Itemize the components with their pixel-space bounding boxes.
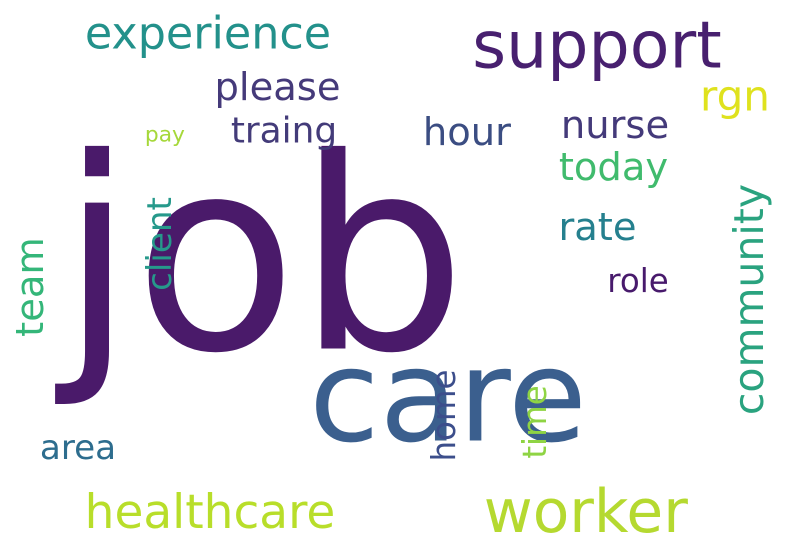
word-hour: hour	[423, 110, 511, 155]
word-experience: experience	[85, 9, 331, 60]
word-nurse: nurse	[561, 103, 669, 148]
word-time: time	[516, 385, 554, 458]
word-home: home	[425, 369, 463, 461]
word-team: team	[8, 237, 53, 337]
word-area: area	[40, 428, 116, 468]
word-client: client	[140, 197, 180, 291]
word-rgn: rgn	[700, 72, 770, 121]
word-please: please	[214, 65, 340, 110]
word-today: today	[559, 145, 668, 190]
word-worker: worker	[484, 477, 688, 547]
word-pay: pay	[145, 123, 185, 148]
word-traing: traing	[231, 111, 337, 152]
word-community: community	[725, 184, 773, 415]
word-role: role	[607, 262, 669, 300]
word-support: support	[472, 9, 721, 84]
word-job: job	[52, 101, 467, 412]
word-healthcare: healthcare	[85, 485, 336, 540]
word-care: care	[309, 323, 587, 472]
word-rate: rate	[558, 205, 636, 250]
